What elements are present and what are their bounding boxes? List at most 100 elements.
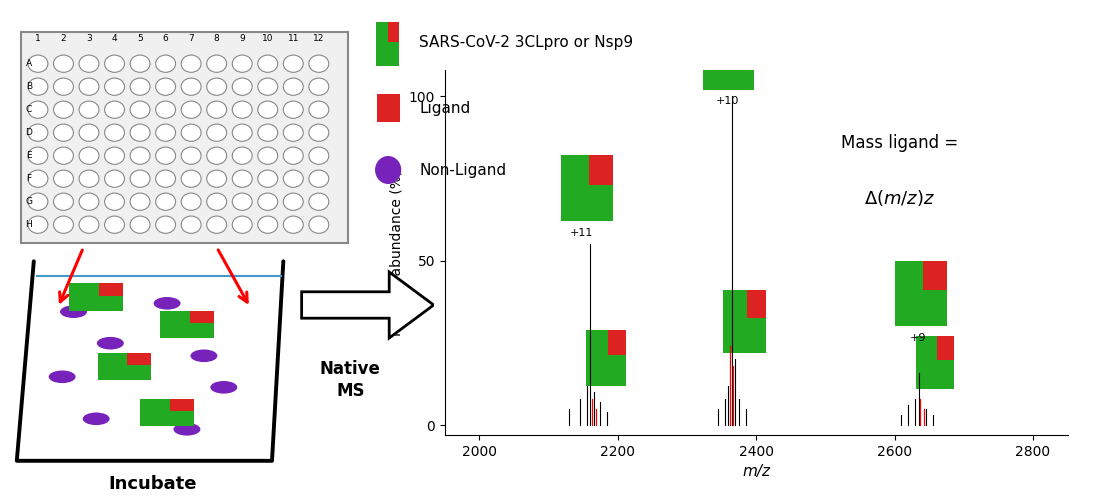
Ellipse shape	[207, 147, 227, 164]
Text: 6: 6	[162, 34, 169, 43]
Text: +9: +9	[910, 333, 926, 343]
Ellipse shape	[53, 101, 73, 118]
Text: D: D	[26, 128, 32, 137]
Bar	[376, 42, 399, 66]
Ellipse shape	[232, 78, 252, 96]
Ellipse shape	[130, 55, 150, 72]
Ellipse shape	[258, 170, 278, 188]
Ellipse shape	[190, 350, 218, 362]
Ellipse shape	[53, 124, 73, 142]
Ellipse shape	[232, 170, 252, 188]
Text: C: C	[26, 105, 32, 114]
Ellipse shape	[309, 124, 329, 142]
Bar	[560, 156, 589, 185]
Ellipse shape	[309, 170, 329, 188]
Ellipse shape	[105, 147, 125, 164]
Ellipse shape	[284, 216, 304, 234]
Ellipse shape	[181, 101, 201, 118]
Bar	[190, 310, 214, 323]
Ellipse shape	[130, 101, 150, 118]
Text: G: G	[26, 197, 32, 206]
Ellipse shape	[232, 55, 252, 72]
Text: Ligand: Ligand	[419, 100, 470, 116]
Ellipse shape	[181, 193, 201, 210]
Ellipse shape	[181, 124, 201, 142]
Ellipse shape	[258, 78, 278, 96]
Text: +11: +11	[570, 228, 594, 238]
Text: A: A	[26, 59, 32, 68]
Bar	[98, 365, 151, 380]
Ellipse shape	[130, 193, 150, 210]
Bar	[915, 360, 954, 389]
Text: F: F	[27, 174, 31, 183]
Bar	[170, 399, 193, 411]
Ellipse shape	[375, 156, 401, 184]
Text: SARS-CoV-2 3CLpro or Nsp9: SARS-CoV-2 3CLpro or Nsp9	[419, 34, 633, 50]
Ellipse shape	[309, 147, 329, 164]
Bar	[140, 399, 170, 411]
Ellipse shape	[105, 101, 125, 118]
Ellipse shape	[309, 216, 329, 234]
Ellipse shape	[258, 101, 278, 118]
Ellipse shape	[28, 147, 48, 164]
Ellipse shape	[309, 193, 329, 210]
Bar	[127, 352, 151, 365]
Bar	[723, 318, 766, 353]
Ellipse shape	[130, 124, 150, 142]
Text: 5: 5	[137, 34, 143, 43]
Ellipse shape	[210, 381, 237, 394]
Bar	[608, 330, 626, 355]
Text: 2: 2	[61, 34, 67, 43]
Ellipse shape	[258, 147, 278, 164]
Ellipse shape	[207, 193, 227, 210]
Bar	[560, 185, 613, 222]
Bar	[160, 310, 190, 323]
Text: 11: 11	[288, 34, 299, 43]
Ellipse shape	[79, 193, 99, 210]
Ellipse shape	[53, 78, 73, 96]
Ellipse shape	[105, 193, 125, 210]
Ellipse shape	[105, 78, 125, 96]
Bar	[376, 22, 388, 42]
Polygon shape	[301, 272, 434, 338]
Text: E: E	[27, 151, 32, 160]
Bar	[895, 260, 923, 290]
Ellipse shape	[309, 55, 329, 72]
Text: $\Delta$($m/z$)$z$: $\Delta$($m/z$)$z$	[864, 188, 935, 208]
Text: 3: 3	[86, 34, 92, 43]
Bar	[936, 336, 954, 360]
Text: 7: 7	[188, 34, 193, 43]
Ellipse shape	[130, 170, 150, 188]
Text: Native: Native	[320, 360, 380, 378]
Ellipse shape	[79, 78, 99, 96]
Text: H: H	[26, 220, 32, 229]
Text: Incubate: Incubate	[109, 475, 197, 493]
Bar	[703, 24, 731, 54]
Ellipse shape	[130, 147, 150, 164]
Ellipse shape	[258, 55, 278, 72]
Ellipse shape	[207, 55, 227, 72]
Ellipse shape	[156, 193, 176, 210]
Text: B: B	[26, 82, 32, 91]
Ellipse shape	[156, 78, 176, 96]
Bar	[746, 290, 766, 318]
Ellipse shape	[53, 170, 73, 188]
Ellipse shape	[79, 124, 99, 142]
Ellipse shape	[207, 124, 227, 142]
Bar	[731, 24, 754, 54]
Ellipse shape	[258, 124, 278, 142]
Ellipse shape	[28, 78, 48, 96]
Ellipse shape	[130, 216, 150, 234]
X-axis label: m/z: m/z	[742, 464, 771, 479]
Ellipse shape	[284, 55, 304, 72]
Ellipse shape	[153, 297, 180, 310]
Bar	[589, 156, 613, 185]
Ellipse shape	[156, 170, 176, 188]
Ellipse shape	[105, 124, 125, 142]
Ellipse shape	[258, 193, 278, 210]
Ellipse shape	[28, 170, 48, 188]
Ellipse shape	[79, 147, 99, 164]
Bar	[377, 94, 400, 122]
Ellipse shape	[105, 55, 125, 72]
Ellipse shape	[207, 78, 227, 96]
